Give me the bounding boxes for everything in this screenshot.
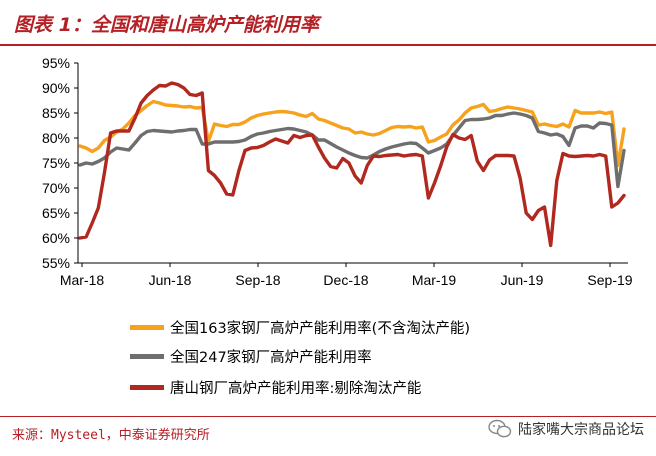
x-tick-label: Sep-19 xyxy=(587,272,632,288)
y-tick-label: 65% xyxy=(42,205,70,221)
y-tick-label: 70% xyxy=(42,180,70,196)
legend-swatch-gray xyxy=(130,353,164,359)
legend-item-gray: 全国247家钢厂高炉产能利用率 xyxy=(130,345,372,367)
series-line-orange xyxy=(78,99,626,168)
x-axis: Mar-18 Jun-18 Sep-18 Dec-18 Mar-19 Jun-19 Sep-… xyxy=(60,262,633,288)
series-line-gray xyxy=(78,111,626,189)
x-tick-label: Jun-19 xyxy=(501,272,544,288)
legend-swatch-red xyxy=(130,384,164,390)
y-tick-label: 60% xyxy=(42,230,70,246)
watermark-text: 陆家嘴大宗商品论坛 xyxy=(518,422,644,438)
wechat-icon xyxy=(488,419,512,438)
line-chart: 55% 60% 65% 70% 75% 80% 85% 90% 95% Mar-18 Jun-18… xyxy=(42,55,633,288)
source-note: 来源：Mysteel，中泰证券研究所 xyxy=(12,428,210,443)
x-tick-label: Dec-18 xyxy=(323,272,368,288)
legend-item-orange: 全国163家钢厂高炉产能利用率(不含淘汰产能) xyxy=(130,316,470,338)
y-tick-label: 95% xyxy=(42,55,70,71)
y-tick-label: 85% xyxy=(42,105,70,121)
legend-label-gray: 全国247家钢厂高炉产能利用率 xyxy=(170,349,372,366)
title-divider xyxy=(0,44,656,46)
footer-divider xyxy=(0,416,656,417)
watermark: 陆家嘴大宗商品论坛 xyxy=(488,419,644,439)
series-line-red xyxy=(78,81,626,248)
legend-swatch-orange xyxy=(130,324,164,330)
legend-label-red: 唐山钢厂高炉产能利用率:剔除淘汰产能 xyxy=(170,380,422,397)
y-axis: 55% 60% 65% 70% 75% 80% 85% 90% 95% xyxy=(42,55,79,271)
legend-item-red: 唐山钢厂高炉产能利用率:剔除淘汰产能 xyxy=(130,376,421,398)
series-layer xyxy=(78,81,626,248)
x-tick-label: Jun-18 xyxy=(149,272,192,288)
x-tick-label: Mar-19 xyxy=(412,272,457,288)
y-tick-label: 80% xyxy=(42,130,70,146)
y-tick-label: 90% xyxy=(42,80,70,96)
legend-label-orange: 全国163家钢厂高炉产能利用率(不含淘汰产能) xyxy=(170,320,470,337)
x-tick-label: Sep-18 xyxy=(235,272,280,288)
y-tick-label: 75% xyxy=(42,155,70,171)
page-title: 图表 1：全国和唐山高炉产能利用率 xyxy=(14,14,319,36)
x-tick-label: Mar-18 xyxy=(60,272,105,288)
y-tick-label: 55% xyxy=(42,255,70,271)
